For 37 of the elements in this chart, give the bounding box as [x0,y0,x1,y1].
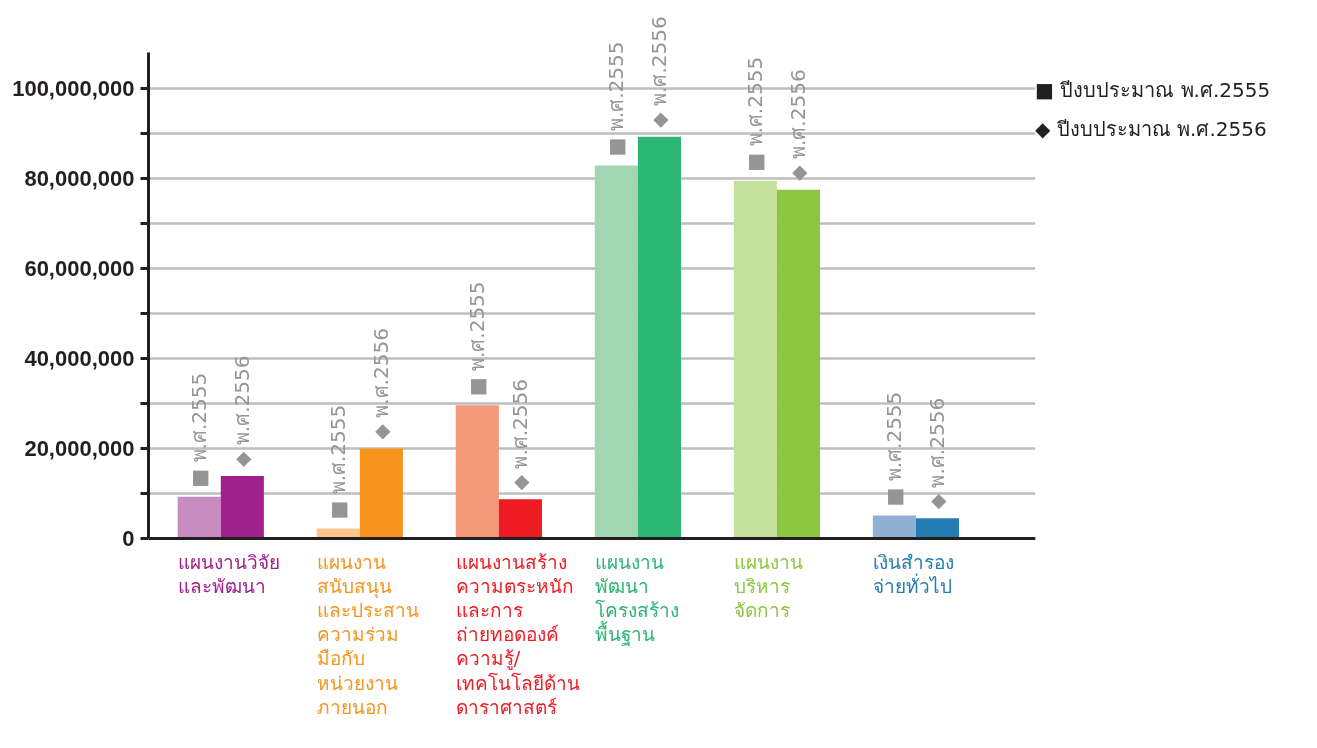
data-label: ■ พ.ศ.2555 [882,391,907,507]
y-tick-label: 80,000,000 [24,166,135,191]
bar [220,475,264,539]
x-tick-label: แผนงาน พัฒนา โครงสร้าง พื้นฐาน [594,550,679,647]
x-tick-label: แผนงานสร้าง ความตระหนัก และการ ถ่ายทอดองค์ ความรู้/ เทคโนโลยีด้าน ดาราศาสตร์ [455,550,580,718]
data-label: ■ พ.ศ.2555 [326,404,351,520]
bar [915,518,960,539]
y-tick-label: 100,000,000 [12,76,135,101]
data-label: ◆ พ.ศ.2556 [647,16,672,128]
data-label: ◆ พ.ศ.2556 [369,328,394,440]
data-label: ■ พ.ศ.2555 [465,281,490,397]
bar [733,180,777,539]
y-tick-label: 20,000,000 [24,436,135,461]
x-tick-label: แผนงาน สนับสนุน และประสาน ความร่วม มือกับ หน่วยงาน ภายนอก [316,550,419,718]
bar [776,189,821,539]
bar [872,515,916,539]
x-tick-label: แผนงาน บริหาร จัดการ [733,550,803,621]
data-label: ◆ พ.ศ.2556 [230,355,255,467]
x-tick-label: แผนงานวิจัย และพัฒนา [177,550,280,597]
data-label: ◆ พ.ศ.2556 [925,397,950,510]
bar [594,165,638,539]
x-tick-label: เงินสำรอง จ่ายทั่วไป [872,550,954,597]
y-tick-label: 40,000,000 [24,346,135,371]
text: ■ ปีงบประมาณ พ.ศ.2555 [1035,76,1271,104]
bar [455,405,499,539]
bar [637,136,681,539]
y-tick-label: 0 [122,526,135,551]
data-label: ■ พ.ศ.2555 [187,372,212,488]
bar [359,448,403,539]
bar [177,496,221,539]
text: ◆ ปีงบประมาณ พ.ศ.2556 [1035,115,1267,143]
data-label: ◆ พ.ศ.2556 [786,69,811,181]
data-label: ◆ พ.ศ.2556 [508,378,533,491]
bar [498,499,542,539]
y-tick-label: 60,000,000 [24,256,135,281]
data-label: ■ พ.ศ.2555 [743,56,768,172]
data-label: ■ พ.ศ.2555 [604,41,629,157]
